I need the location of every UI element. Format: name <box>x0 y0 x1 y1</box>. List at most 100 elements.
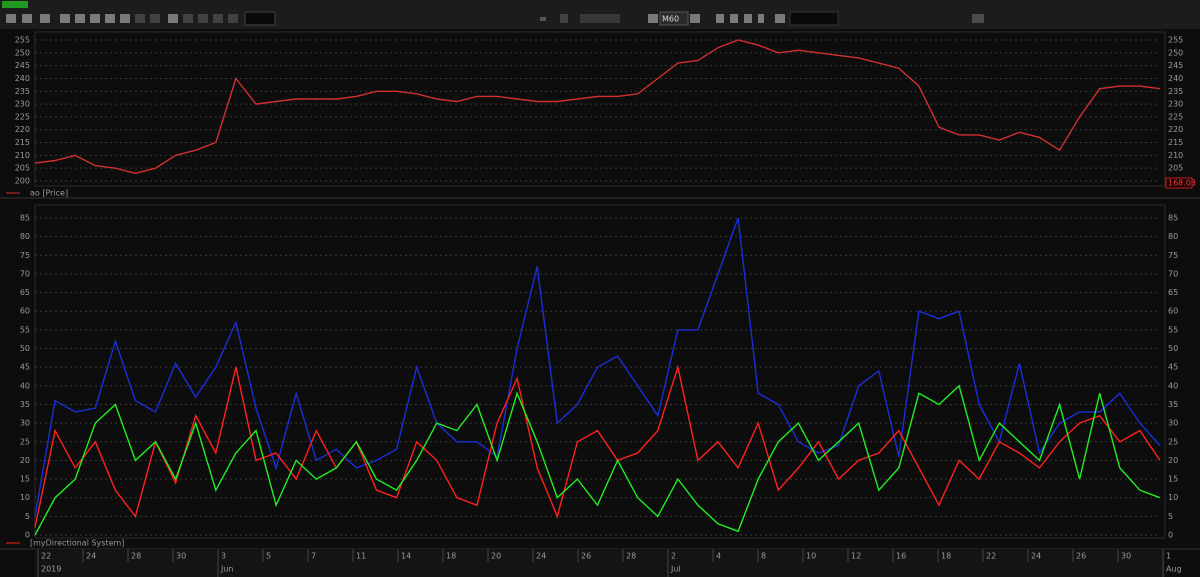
input-box[interactable] <box>789 11 839 26</box>
y-tick-label-right: 30 <box>1168 419 1178 428</box>
date-label: 16 <box>896 552 906 561</box>
date-label: 20 <box>491 552 501 561</box>
y-tick-label: 215 <box>15 138 30 147</box>
series-line <box>34 39 1161 175</box>
y-tick-label: 210 <box>15 151 30 160</box>
y-tick-label-right: 20 <box>1168 456 1178 465</box>
series-line <box>34 384 1161 536</box>
y-tick-label-right: 215 <box>1168 138 1183 147</box>
date-label: 8 <box>761 552 766 561</box>
y-tick-label: 45 <box>20 363 30 372</box>
y-tick-label-right: 255 <box>1168 36 1183 45</box>
legend-label: [myDirectional System] <box>30 539 124 548</box>
series-line <box>34 364 1161 528</box>
y-tick-label-right: 10 <box>1168 493 1178 502</box>
y-tick-label-right: 25 <box>1168 437 1178 446</box>
date-axis <box>35 549 1165 577</box>
y-tick-label: 70 <box>20 269 30 278</box>
last-value: 168.03 <box>1168 179 1196 188</box>
date-label: 28 <box>131 552 141 561</box>
y-tick-label-right: 55 <box>1168 325 1178 334</box>
y-tick-label-right: 75 <box>1168 251 1178 260</box>
date-label: 24 <box>1031 552 1041 561</box>
y-tick-label: 240 <box>15 74 30 83</box>
date-label: 22 <box>986 552 996 561</box>
date-label: 14 <box>401 552 411 561</box>
y-tick-label: 40 <box>20 381 30 390</box>
search-box[interactable] <box>244 11 276 26</box>
y-tick-label: 55 <box>20 325 30 334</box>
y-tick-label: 85 <box>20 214 30 223</box>
date-label: 10 <box>806 552 816 561</box>
y-tick-label-right: 40 <box>1168 381 1178 390</box>
y-tick-label-right: 250 <box>1168 48 1183 57</box>
y-tick-label: 205 <box>15 164 30 173</box>
date-label: 7 <box>311 552 316 561</box>
y-tick-label-right: 45 <box>1168 363 1178 372</box>
y-tick-label: 5 <box>25 512 30 521</box>
series-line <box>34 217 1161 517</box>
date-label: 28 <box>626 552 636 561</box>
y-tick-label: 220 <box>15 125 30 134</box>
y-tick-label: 20 <box>20 456 30 465</box>
y-tick-label-right: 210 <box>1168 151 1183 160</box>
last-value-box <box>1165 177 1193 189</box>
date-label: 4 <box>716 552 721 561</box>
y-tick-label-right: 35 <box>1168 400 1178 409</box>
y-tick-label-right: 225 <box>1168 112 1183 121</box>
y-tick-label-right: 65 <box>1168 288 1178 297</box>
date-label: 26 <box>581 552 591 561</box>
y-tick-label: 50 <box>20 344 30 353</box>
y-tick-label-right: 80 <box>1168 232 1178 241</box>
y-tick-label: 60 <box>20 307 30 316</box>
y-tick-label: 235 <box>15 87 30 96</box>
date-label: 2 <box>671 552 676 561</box>
y-tick-label: 35 <box>20 400 30 409</box>
y-tick-label-right: 245 <box>1168 61 1183 70</box>
date-label: 24 <box>536 552 546 561</box>
y-tick-label: 0 <box>25 531 30 540</box>
y-tick-label: 245 <box>15 61 30 70</box>
y-tick-label-right: 235 <box>1168 87 1183 96</box>
y-tick-label-right: 220 <box>1168 125 1183 134</box>
date-label: 1 <box>1166 552 1171 561</box>
date-label: 12 <box>851 552 861 561</box>
date-label: 3 <box>221 552 226 561</box>
toolbar <box>0 0 1200 29</box>
y-tick-label: 255 <box>15 36 30 45</box>
date-label: 30 <box>1121 552 1131 561</box>
y-tick-label: 75 <box>20 251 30 260</box>
y-tick-label-right: 15 <box>1168 475 1178 484</box>
date-label: 22 <box>41 552 51 561</box>
y-tick-label: 200 <box>15 177 30 186</box>
status-badge <box>2 1 28 8</box>
pane-frame <box>34 204 1166 539</box>
timeframe-select[interactable] <box>659 11 689 26</box>
date-label: 18 <box>941 552 951 561</box>
y-tick-label: 250 <box>15 48 30 57</box>
date-label: 18 <box>446 552 456 561</box>
date-label: 11 <box>356 552 366 561</box>
date-label: 30 <box>176 552 186 561</box>
month-label: 2019 <box>41 565 61 574</box>
y-tick-label-right: 85 <box>1168 214 1178 223</box>
toolbar-icons[interactable] <box>6 14 984 23</box>
timeframe[interactable]: M60 <box>662 15 679 24</box>
y-tick-label: 80 <box>20 232 30 241</box>
date-label: 24 <box>86 552 96 561</box>
date-label: 26 <box>1076 552 1086 561</box>
y-tick-label-right: 5 <box>1168 512 1173 521</box>
y-tick-label-right: 50 <box>1168 344 1178 353</box>
month-label: Jun <box>220 565 234 574</box>
y-tick-label-right: 240 <box>1168 74 1183 83</box>
y-tick-label-right: 205 <box>1168 164 1183 173</box>
y-tick-label: 225 <box>15 112 30 121</box>
month-label: Jul <box>670 565 681 574</box>
month-label: Aug <box>1166 565 1182 574</box>
y-tick-label: 15 <box>20 475 30 484</box>
y-tick-label: 230 <box>15 100 30 109</box>
y-tick-label-right: 0 <box>1168 531 1173 540</box>
y-tick-label: 30 <box>20 419 30 428</box>
